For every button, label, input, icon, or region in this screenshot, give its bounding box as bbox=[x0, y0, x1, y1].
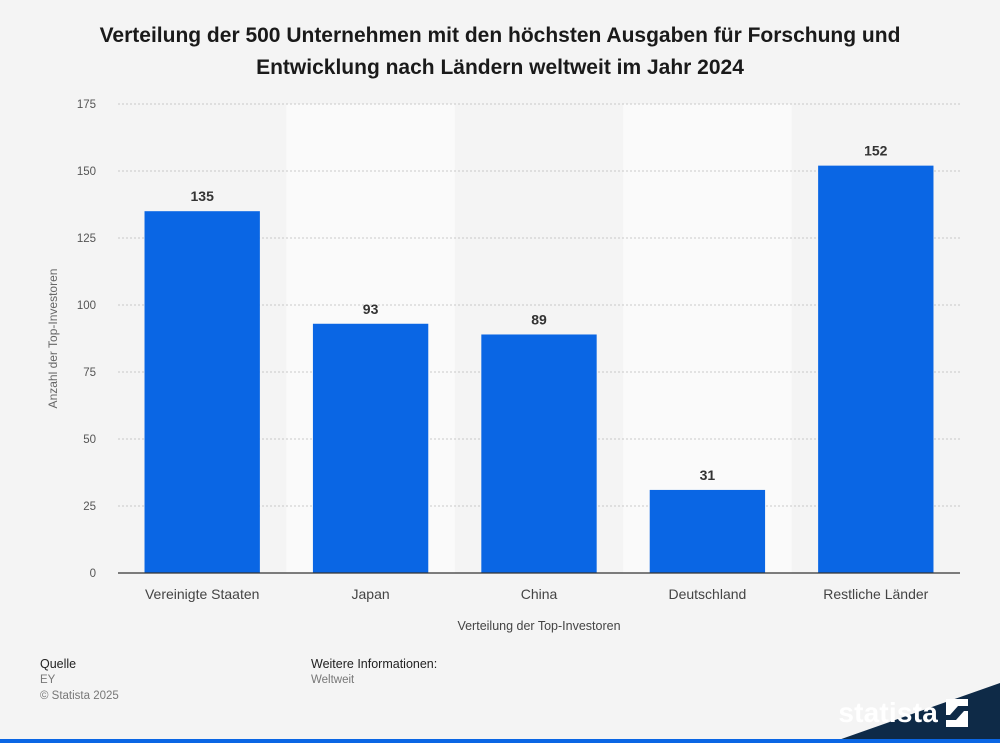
value-labels: 135 93 89 31 152 bbox=[191, 143, 888, 483]
x-tick-label: Vereinigte Staaten bbox=[145, 586, 259, 602]
source-label: Quelle bbox=[40, 657, 77, 671]
bar[interactable] bbox=[312, 323, 429, 573]
brand-background bbox=[830, 683, 1000, 743]
value-label: 152 bbox=[864, 143, 888, 159]
info-value: Weltweit bbox=[311, 674, 355, 686]
y-tick-label: 100 bbox=[77, 300, 96, 312]
bar[interactable] bbox=[144, 211, 260, 573]
y-tick-label: 150 bbox=[77, 166, 96, 178]
bar[interactable] bbox=[649, 489, 766, 573]
bar[interactable] bbox=[481, 334, 597, 573]
x-tick-labels: Vereinigte Staaten Japan China Deutschland R… bbox=[145, 586, 929, 602]
x-tick-label: Japan bbox=[352, 586, 390, 602]
copyright-text: © Statista 2025 bbox=[40, 690, 119, 702]
x-axis-label: Verteilung der Top-Investoren bbox=[457, 619, 620, 633]
y-tick-label: 175 bbox=[77, 99, 96, 111]
source-value[interactable]: EY bbox=[40, 674, 56, 686]
bottom-accent-line bbox=[0, 739, 1000, 743]
bars bbox=[144, 165, 934, 573]
value-label: 89 bbox=[531, 311, 547, 327]
value-label: 135 bbox=[191, 188, 215, 204]
x-tick-label: Deutschland bbox=[668, 586, 746, 602]
statista-logo[interactable]: statista bbox=[800, 683, 1000, 743]
y-axis-label: Anzahl der Top-Investoren bbox=[46, 269, 60, 409]
y-tick-label: 25 bbox=[83, 501, 96, 513]
bar[interactable] bbox=[818, 165, 934, 573]
value-label: 31 bbox=[700, 467, 716, 483]
info-label: Weitere Informationen: bbox=[311, 657, 438, 671]
y-tick-label: 0 bbox=[90, 568, 96, 580]
x-tick-label: Restliche Länder bbox=[823, 586, 928, 602]
y-tick-label: 50 bbox=[83, 434, 96, 446]
statista-logo-icon bbox=[946, 699, 968, 727]
y-tick-label: 75 bbox=[83, 367, 96, 379]
value-label: 93 bbox=[363, 301, 379, 317]
brand-name: statista bbox=[838, 697, 938, 728]
info-block: Weitere Informationen: Weltweit bbox=[311, 656, 437, 688]
y-tick-labels: 0 25 50 75 100 125 150 175 bbox=[77, 99, 96, 580]
chart-title: Verteilung der 500 Unternehmen mit den h… bbox=[99, 24, 901, 79]
x-tick-label: China bbox=[521, 586, 558, 602]
source-block: Quelle EY © Statista 2025 bbox=[40, 656, 119, 704]
y-tick-label: 125 bbox=[77, 233, 96, 245]
